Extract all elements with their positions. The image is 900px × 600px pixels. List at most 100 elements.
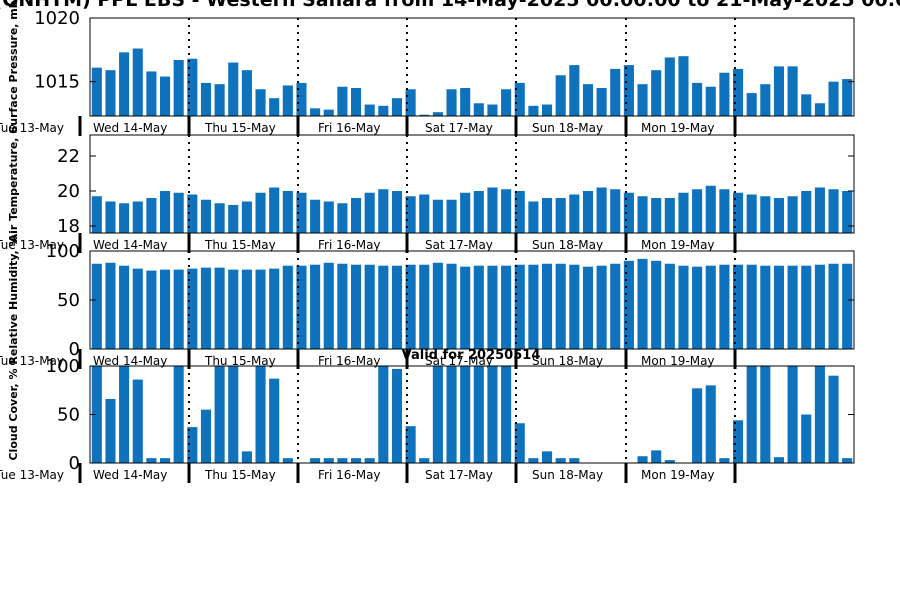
bar xyxy=(255,192,266,233)
bar xyxy=(350,88,362,116)
bar xyxy=(746,366,757,463)
bar xyxy=(282,85,293,116)
bar xyxy=(692,189,703,233)
x-day-label: Thu 15-May xyxy=(204,468,276,482)
bar xyxy=(746,264,757,349)
bar xyxy=(228,205,239,233)
bar xyxy=(473,265,484,349)
bar xyxy=(842,458,853,463)
bar xyxy=(269,268,280,349)
bar xyxy=(364,104,375,116)
bar xyxy=(746,93,757,116)
bar xyxy=(637,196,648,233)
bar xyxy=(241,70,252,116)
bar xyxy=(501,89,512,116)
bar xyxy=(378,366,389,463)
y-tick-label: 18 xyxy=(57,216,80,237)
bar xyxy=(801,414,812,463)
bar xyxy=(637,258,648,349)
bar xyxy=(337,86,348,116)
bar xyxy=(610,263,621,349)
bar xyxy=(828,189,839,233)
bar xyxy=(282,458,293,463)
bar xyxy=(705,86,716,116)
bar xyxy=(514,423,525,463)
x-day-label: Sun 18-May xyxy=(532,238,603,252)
bar xyxy=(664,263,675,349)
x-day-label: Wed 14-May xyxy=(93,238,167,252)
bar xyxy=(732,68,744,116)
bar xyxy=(801,191,812,233)
bar xyxy=(528,458,539,463)
x-day-label: Mon 19-May xyxy=(641,354,715,368)
bar xyxy=(487,104,498,116)
x-day-label: Sun 18-May xyxy=(532,121,603,135)
x-day-label: Fri 16-May xyxy=(318,238,381,252)
bar xyxy=(501,265,512,349)
bar xyxy=(105,70,116,116)
bar xyxy=(746,194,757,233)
bar xyxy=(323,262,334,349)
bar xyxy=(473,366,484,463)
bar xyxy=(555,458,566,463)
bar xyxy=(582,191,594,233)
bar xyxy=(296,82,307,116)
bar xyxy=(378,189,389,233)
chart-title: CSA (ONHTM) PPL EBS - Western Sahara fro… xyxy=(0,0,900,11)
bar xyxy=(173,269,184,349)
x-day-label: Fri 16-May xyxy=(318,121,381,135)
bar xyxy=(419,194,430,233)
y-tick-label: 100 xyxy=(46,241,80,262)
bar xyxy=(159,191,171,233)
bar xyxy=(487,366,498,463)
bar xyxy=(173,192,184,233)
x-day-label: Sun 18-May xyxy=(532,354,603,368)
x-day-label: Tue 13-May xyxy=(0,238,64,252)
bar xyxy=(187,268,198,349)
y-tick-label: 1020 xyxy=(34,8,80,29)
bar xyxy=(132,268,143,349)
bar xyxy=(842,79,853,116)
bar xyxy=(337,263,348,349)
plot-frame xyxy=(89,134,855,234)
bar xyxy=(514,264,525,349)
bar xyxy=(528,105,539,116)
bar xyxy=(214,267,225,349)
bar xyxy=(487,265,498,349)
bar xyxy=(269,187,280,233)
valid-for-label: Valid for 20250514 xyxy=(402,348,541,363)
bar xyxy=(814,103,825,116)
bar xyxy=(555,263,566,349)
bar xyxy=(364,458,375,463)
bar xyxy=(582,84,594,116)
bar xyxy=(132,379,143,463)
bar xyxy=(187,194,198,233)
bar xyxy=(378,265,389,349)
bar xyxy=(596,265,607,349)
bar xyxy=(214,203,225,233)
bar xyxy=(200,199,212,233)
bar xyxy=(91,366,102,463)
bar xyxy=(214,366,225,463)
bar xyxy=(773,457,785,463)
bar xyxy=(582,266,594,349)
bar xyxy=(405,89,416,116)
bar xyxy=(255,89,266,116)
bar xyxy=(623,192,634,233)
x-day-label: Sun 18-May xyxy=(532,468,603,482)
x-day-label: Sat 17-May xyxy=(425,468,493,482)
y-axis-label: Air Temperature, C xyxy=(7,126,20,243)
bar xyxy=(119,366,130,463)
y-tick-label: 20 xyxy=(57,181,80,202)
bar xyxy=(487,187,498,233)
bar xyxy=(719,264,730,349)
bar xyxy=(364,192,375,233)
bar xyxy=(596,187,607,233)
bar xyxy=(719,189,730,233)
bar xyxy=(146,458,157,463)
bar xyxy=(187,427,198,463)
bar xyxy=(173,366,184,463)
bar xyxy=(637,456,648,463)
bar xyxy=(419,114,430,116)
